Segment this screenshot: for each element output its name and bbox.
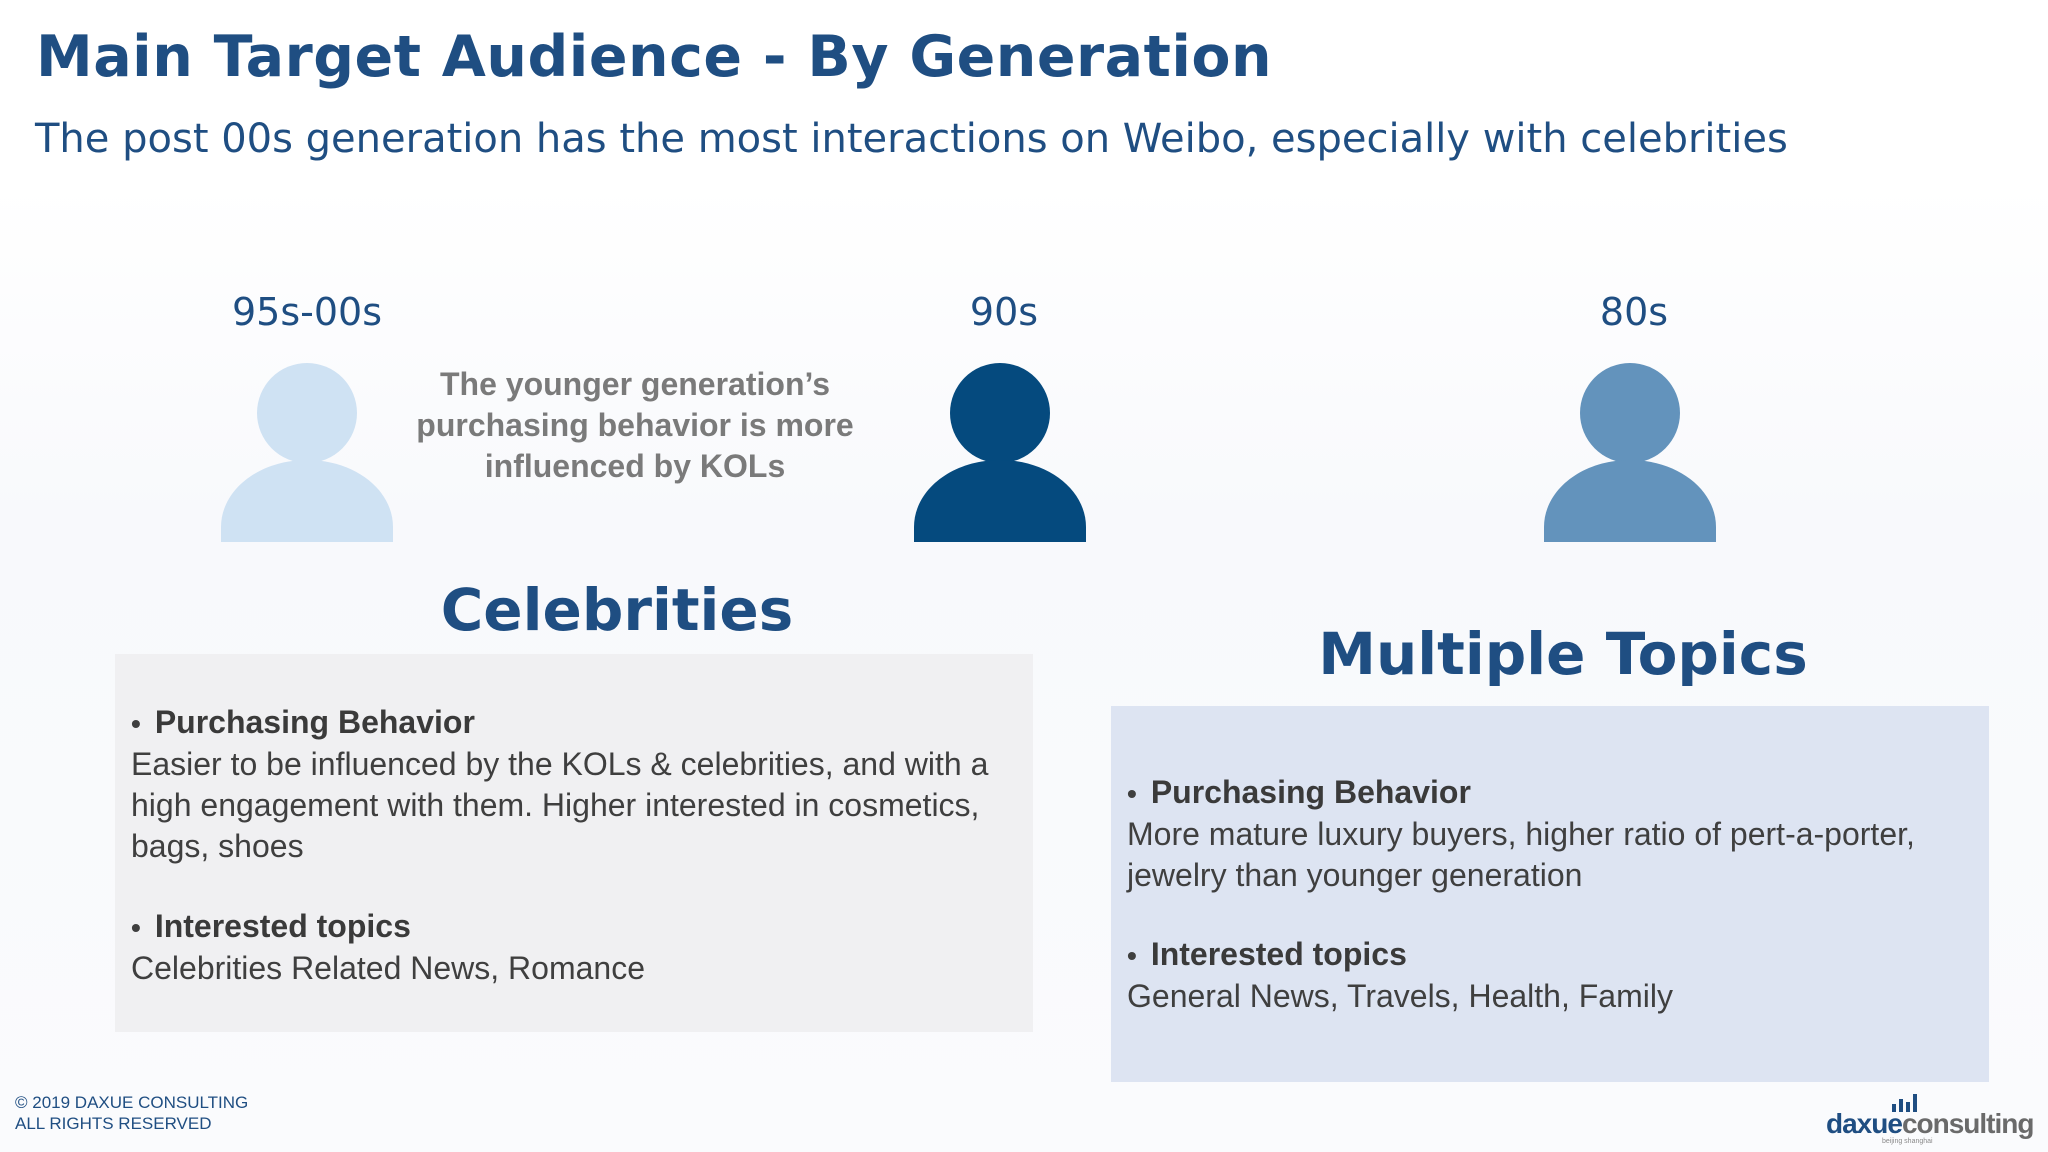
person-icon-head [950,363,1050,463]
purchasing-behavior-block: • Purchasing Behavior More mature luxury… [1127,772,1983,896]
logo-text-consulting: consulting [1901,1108,2035,1139]
person-icon [221,362,393,542]
person-icon-head [257,363,357,463]
daxue-consulting-logo: daxueconsulting beijing shanghai [1826,1088,2036,1145]
generation-label-80s: 80s [1599,290,1669,334]
rights-line: ALL RIGHTS RESERVED [15,1114,212,1133]
person-icon-head [1580,363,1680,463]
copyright-line: © 2019 DAXUE CONSULTING [15,1093,249,1112]
logo-subtext: beijing shanghai [1882,1138,1933,1145]
purchasing-behavior-heading: Purchasing Behavior [1150,774,1471,810]
interested-topics-heading: Interested topics [154,908,411,944]
kol-influence-note: The younger generation’s purchasing beha… [416,366,854,484]
purchasing-behavior-text: More mature luxury buyers, higher ratio … [1127,816,1915,893]
bullet-dot: • [131,708,141,739]
copyright-notice: © 2019 DAXUE CONSULTING ALL RIGHTS RESER… [15,1092,248,1134]
interested-topics-heading: Interested topics [1150,936,1407,972]
section-heading-celebrities: Celebrities [440,576,794,644]
multiple-topics-info-card: • Purchasing Behavior More mature luxury… [1111,706,1989,1082]
person-icon-body [914,460,1086,542]
person-icon [914,362,1086,542]
celebrities-info-card: • Purchasing Behavior Easier to be influ… [115,654,1033,1032]
person-icon [1544,362,1716,542]
purchasing-behavior-text: Easier to be influenced by the KOLs & ce… [131,746,989,864]
page-subtitle: The post 00s generation has the most int… [35,116,1788,162]
logo-text-daxue: daxue [1826,1108,1903,1139]
bullet-dot: • [131,912,141,943]
person-icon-body [221,460,393,542]
interested-topics-block: • Interested topics Celebrities Related … [131,906,1021,989]
bullet-dot: • [1127,778,1137,809]
section-heading-multiple-topics: Multiple Topics [1318,620,1808,688]
logo-bars-icon [1892,1094,1918,1112]
generation-label-95s-00s: 95s-00s [231,290,382,334]
interested-topics-block: • Interested topics General News, Travel… [1127,934,1983,1017]
interested-topics-text: Celebrities Related News, Romance [131,950,645,986]
generation-label-90s: 90s [969,290,1039,334]
person-icon-body [1544,460,1716,542]
bullet-dot: • [1127,940,1137,971]
purchasing-behavior-block: • Purchasing Behavior Easier to be influ… [131,702,1021,867]
purchasing-behavior-heading: Purchasing Behavior [154,704,475,740]
page-title: Main Target Audience - By Generation [36,24,1273,90]
interested-topics-text: General News, Travels, Health, Family [1127,978,1673,1014]
